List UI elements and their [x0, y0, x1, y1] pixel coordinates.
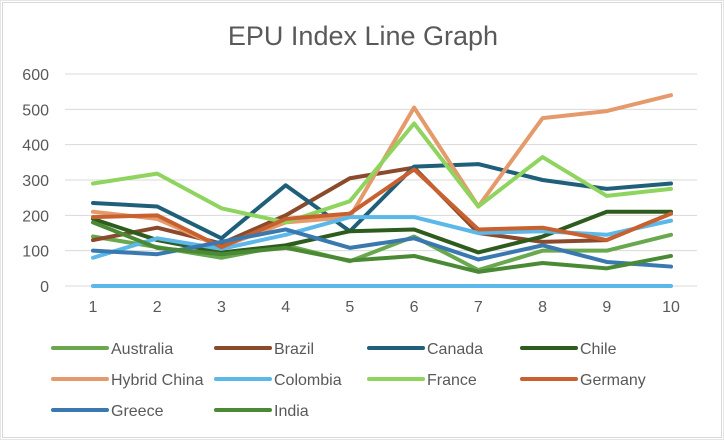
y-tick-label: 600 [22, 67, 49, 84]
legend-label: Brazil [274, 341, 314, 358]
legend: Australia Brazil Canada Chile Hybrid China Co… [51, 341, 646, 420]
legend-item-australia[interactable]: Australia [51, 341, 173, 358]
series-line-india [91, 220, 673, 274]
series-lines [91, 93, 673, 288]
series-line-greece [91, 227, 673, 269]
legend-item-brazil[interactable]: Brazil [214, 341, 314, 358]
legend-item-germany[interactable]: Germany [520, 372, 646, 389]
y-tick-label: 300 [22, 173, 49, 190]
cell-gridline [0, 0, 1, 440]
x-tick-label: 9 [602, 299, 611, 316]
y-tick-label: 100 [22, 244, 49, 261]
cell-gridline [0, 0, 724, 1]
series-line-france [91, 121, 673, 225]
x-tick-label: 5 [345, 299, 354, 316]
series-line-canada [91, 162, 673, 241]
x-tick-label: 6 [410, 299, 419, 316]
legend-label: Germany [580, 372, 646, 389]
y-tick-label: 0 [40, 279, 49, 296]
legend-label: Australia [111, 341, 173, 358]
x-tick-label: 10 [662, 299, 680, 316]
legend-label: Chile [580, 341, 617, 358]
legend-label: Greece [111, 403, 164, 420]
y-tick-label: 200 [22, 208, 49, 225]
x-tick-label: 8 [538, 299, 547, 316]
x-tick-label: 1 [89, 299, 98, 316]
chart-title: EPU Index Line Graph [228, 21, 498, 51]
legend-label: Canada [427, 341, 483, 358]
series-line-germany [91, 167, 673, 250]
legend-item-india[interactable]: India [214, 403, 309, 420]
legend-label: Colombia [274, 372, 342, 389]
legend-item-greece[interactable]: Greece [51, 403, 164, 420]
legend-label: Hybrid China [111, 372, 204, 389]
x-tick-label: 2 [153, 299, 162, 316]
series-line-brazil [91, 165, 673, 246]
line-chart: EPU Index Line Graph 0 100 200 300 400 500 600… [22, 21, 697, 420]
x-tick-label: 3 [217, 299, 226, 316]
legend-item-colombia[interactable]: Colombia [214, 372, 342, 389]
y-tick-label: 500 [22, 102, 49, 119]
legend-item-canada[interactable]: Canada [367, 341, 483, 358]
legend-item-france[interactable]: France [367, 372, 477, 389]
legend-label: France [427, 372, 477, 389]
x-tick-label: 7 [474, 299, 483, 316]
legend-label: India [274, 403, 309, 420]
y-tick-label: 400 [22, 138, 49, 155]
x-tick-label: 4 [281, 299, 290, 316]
axis-labels: 0 100 200 300 400 500 600 1 2 3 4 5 6 7 8 9 10 [22, 67, 680, 316]
legend-item-hybrid-china[interactable]: Hybrid China [51, 372, 204, 389]
legend-item-chile[interactable]: Chile [520, 341, 617, 358]
